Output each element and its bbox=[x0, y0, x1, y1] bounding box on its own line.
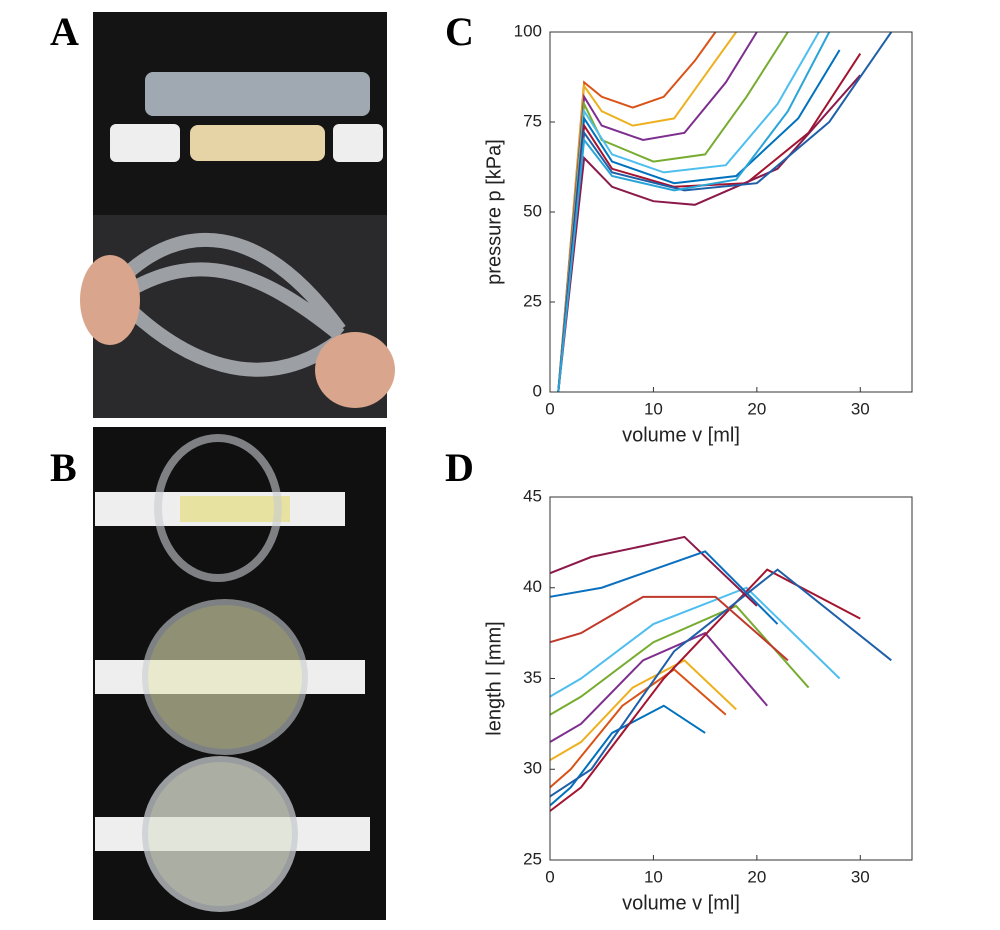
y-tick-label: 75 bbox=[523, 111, 542, 130]
data-line bbox=[557, 31, 737, 393]
data-line bbox=[549, 535, 758, 607]
y-tick-label: 45 bbox=[523, 486, 542, 505]
data-line bbox=[549, 604, 810, 716]
x-axis-label: volume v [ml] bbox=[622, 424, 740, 446]
y-tick-label: 0 bbox=[533, 381, 542, 400]
x-tick-label: 30 bbox=[851, 867, 870, 886]
y-axis-label: length l [mm] bbox=[483, 621, 505, 735]
y-tick-label: 35 bbox=[523, 668, 542, 687]
data-line bbox=[557, 31, 717, 393]
x-tick-label: 10 bbox=[644, 867, 663, 886]
data-line bbox=[549, 550, 779, 625]
x-tick-label: 20 bbox=[747, 867, 766, 886]
y-tick-label: 25 bbox=[523, 849, 542, 868]
data-line bbox=[549, 668, 727, 789]
panel-label: C bbox=[445, 9, 474, 54]
data-line bbox=[549, 704, 706, 807]
data-line bbox=[557, 74, 862, 393]
data-line bbox=[557, 31, 831, 393]
x-tick-label: 0 bbox=[545, 867, 554, 886]
data-line bbox=[549, 595, 789, 662]
data-line bbox=[557, 31, 893, 393]
data-line bbox=[557, 53, 862, 393]
photo-b bbox=[93, 427, 386, 920]
x-tick-label: 30 bbox=[851, 399, 870, 418]
y-tick-label: 50 bbox=[523, 201, 542, 220]
data-line bbox=[549, 586, 841, 698]
y-tick-label: 100 bbox=[514, 21, 542, 40]
y-tick-label: 40 bbox=[523, 577, 542, 596]
x-axis-label: volume v [ml] bbox=[622, 892, 740, 914]
data-line bbox=[549, 631, 768, 743]
data-line bbox=[549, 568, 892, 798]
x-tick-label: 20 bbox=[747, 399, 766, 418]
data-line bbox=[557, 31, 789, 393]
axes-box bbox=[549, 31, 913, 393]
photo-a bbox=[80, 12, 395, 418]
panel-label: D bbox=[445, 445, 474, 490]
y-tick-label: 30 bbox=[523, 759, 542, 778]
data-line bbox=[549, 568, 861, 812]
y-tick-label: 25 bbox=[523, 291, 542, 310]
x-tick-label: 0 bbox=[545, 399, 554, 418]
panel-label: B bbox=[50, 445, 77, 490]
data-line bbox=[557, 49, 841, 393]
data-line bbox=[557, 31, 758, 393]
data-line bbox=[557, 31, 820, 393]
y-axis-label: pressure p [kPa] bbox=[483, 139, 505, 285]
data-line bbox=[549, 659, 737, 762]
panel-label: A bbox=[50, 9, 79, 54]
x-tick-label: 10 bbox=[644, 399, 663, 418]
